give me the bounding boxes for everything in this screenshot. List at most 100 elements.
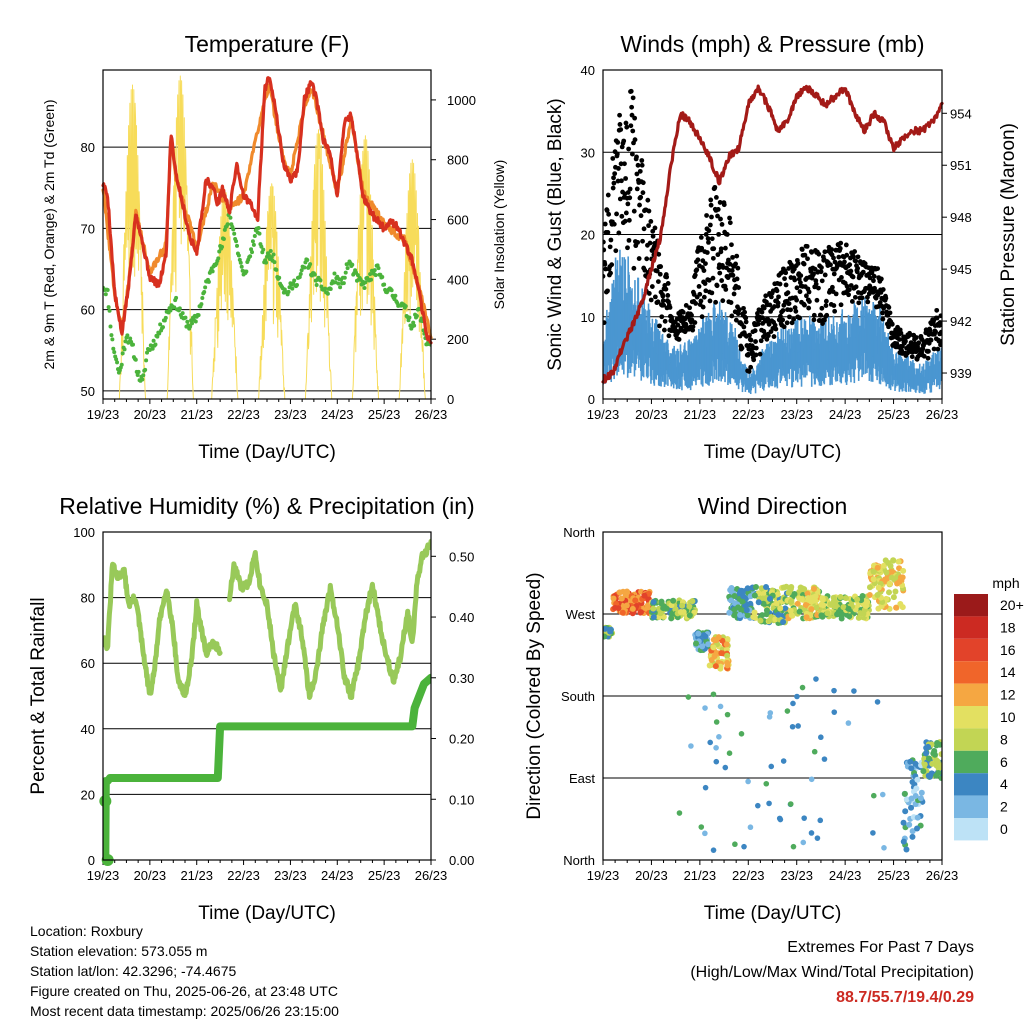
dewpoint-point [286, 289, 291, 294]
y2-tick-label: 600 [447, 213, 469, 228]
direction-point [814, 612, 821, 619]
dewpoint-point [199, 302, 204, 307]
gust-point [708, 202, 714, 208]
gust-point [611, 180, 617, 186]
y-tick-label: 50 [81, 384, 95, 399]
gust-point [603, 239, 606, 245]
chart-title: Relative Humidity (%) & Precipitation (i… [59, 493, 474, 519]
x-tick-label: 25/23 [368, 407, 401, 422]
dewpoint-point [368, 272, 373, 277]
direction-point [840, 604, 847, 611]
gust-point [848, 268, 854, 274]
gust-point [616, 166, 621, 171]
gust-point [640, 238, 645, 244]
legend-label: 14 [1000, 664, 1016, 680]
dewpoint-point [297, 275, 302, 280]
direction-point [892, 588, 899, 595]
gust-point [753, 339, 758, 344]
direction-point [676, 810, 683, 816]
y-tick-label: 100 [73, 525, 95, 540]
direction-point [763, 607, 770, 614]
y-tick-label: East [569, 771, 595, 786]
direction-point [880, 562, 887, 569]
gust-point [646, 291, 652, 296]
gust-point [626, 217, 632, 223]
direction-point [885, 559, 892, 566]
direction-point [814, 835, 821, 841]
dewpoint-point [323, 286, 328, 291]
gust-point [721, 202, 727, 208]
gust-point [658, 264, 664, 269]
direction-point [623, 602, 630, 609]
direction-point [795, 723, 801, 729]
direction-point [710, 847, 717, 853]
direction-point [796, 608, 803, 615]
dewpoint-point [216, 256, 221, 261]
gust-point [852, 249, 858, 254]
gust-point [782, 276, 787, 282]
dewpoint-point [107, 308, 112, 313]
gust-point [729, 313, 735, 319]
gust-point [755, 310, 760, 316]
gust-point [641, 226, 647, 232]
gust-point [604, 208, 610, 213]
x-axis-label: Time (Day/UTC) [198, 442, 336, 463]
gust-point [660, 298, 666, 304]
gust-point [791, 316, 796, 322]
direction-point [698, 824, 705, 830]
gust-point [712, 184, 718, 190]
x-tick-label: 26/23 [415, 407, 448, 422]
direction-point [845, 720, 852, 726]
direction-point [914, 776, 921, 783]
plot-border [602, 69, 943, 400]
dewpoint-point [412, 323, 417, 328]
direction-point [935, 770, 942, 777]
gust-point [621, 138, 627, 144]
gust-point [605, 288, 610, 294]
gust-point [802, 252, 808, 258]
plot-border [102, 69, 432, 400]
direction-point [893, 604, 900, 611]
station-latlon: Station lat/lon: 42.3296; -74.4675 [30, 963, 237, 979]
direction-point [851, 688, 857, 694]
plot-border [602, 531, 943, 861]
gust-point [780, 317, 786, 323]
direction-point [818, 601, 825, 608]
gust-point [638, 213, 644, 219]
dewpoint-point [190, 321, 195, 326]
gust-point [657, 323, 662, 329]
legend-label: 2 [1000, 799, 1008, 815]
gust-point [773, 326, 779, 332]
gust-point [612, 171, 618, 177]
direction-point [901, 790, 908, 797]
dewpoint-point [373, 273, 378, 278]
dewpoint-point [298, 272, 303, 277]
gust-point [645, 197, 651, 203]
gust-point [667, 305, 673, 310]
dewpoint-point [103, 292, 108, 297]
rh-series-b [227, 538, 431, 700]
solar-series-day [118, 84, 147, 400]
gust-point [627, 195, 633, 201]
direction-point [789, 723, 796, 730]
y-tick-label: North [563, 853, 595, 868]
direction-point [926, 773, 933, 780]
dewpoint-point [235, 243, 240, 248]
dewpoint-point [228, 215, 233, 220]
dewpoint-point [372, 268, 377, 273]
gust-point [829, 247, 835, 252]
y-axis-label: Percent & Total Rainfall [28, 597, 49, 794]
dewpoint-point [122, 347, 127, 352]
direction-point [925, 743, 932, 750]
gust-point [741, 305, 746, 311]
dewpoint-point [259, 244, 264, 249]
y2-tick-label: 942 [950, 314, 972, 329]
dewpoint-point [342, 275, 347, 280]
gust-point [631, 265, 637, 271]
gust-point [626, 237, 632, 243]
direction-point [790, 843, 797, 850]
dewpoint-point [314, 283, 319, 288]
direction-series [603, 557, 942, 853]
gust-point [717, 270, 723, 276]
gust-point [628, 123, 634, 129]
